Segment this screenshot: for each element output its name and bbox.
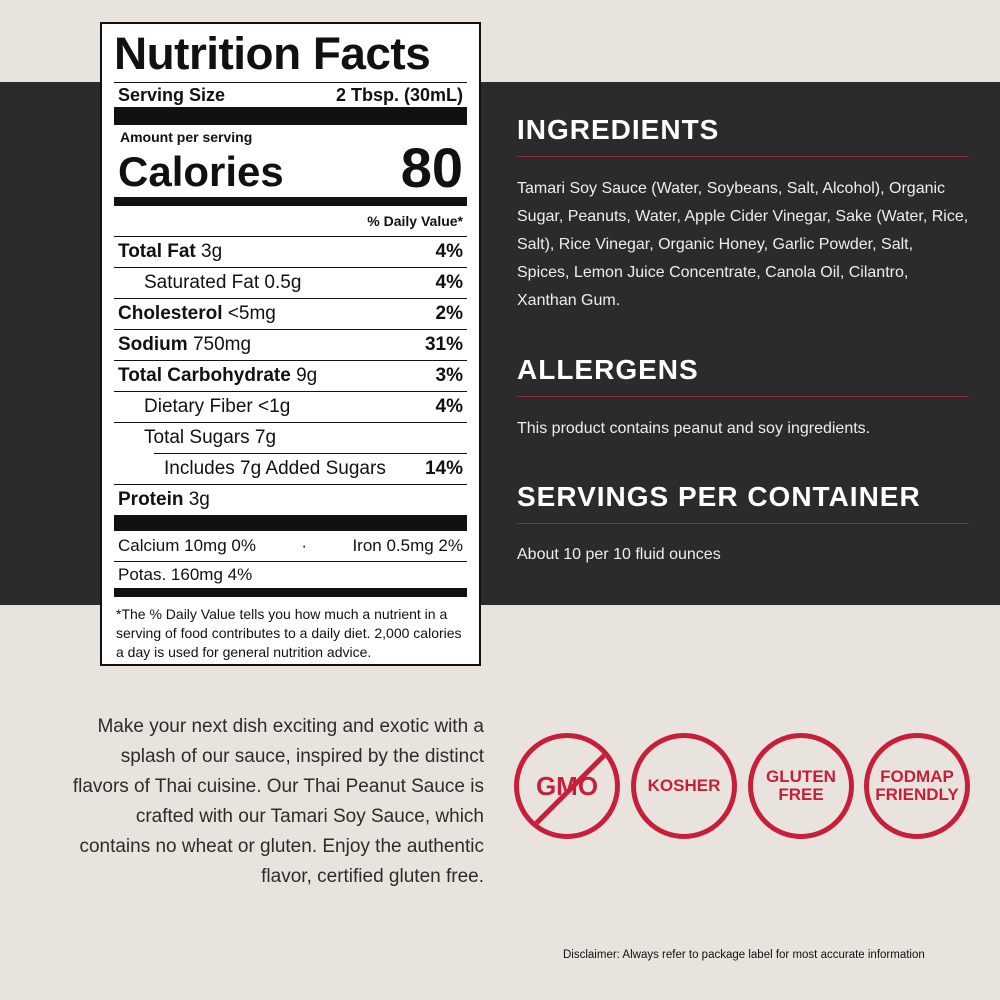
minerals-row: Calcium 10mg 0% · Iron 0.5mg 2%: [118, 536, 463, 555]
nutrient-row: Protein 3g: [114, 484, 467, 515]
nutrient-row: Cholesterol <5mg 2%: [114, 298, 467, 329]
serving-value: 2 Tbsp. (30mL): [335, 84, 463, 105]
non-gmo-badge: GMO: [514, 733, 620, 839]
footnote: *The % Daily Value tells you how much a …: [116, 606, 462, 660]
nutrient-row: Sodium 750mg 31%: [114, 329, 467, 360]
nutrient-row: Includes 7g Added Sugars 14%: [114, 453, 467, 484]
calories: Calories 80: [114, 140, 467, 196]
servings-text: About 10 per 10 fluid ounces: [517, 546, 721, 563]
servings-section: SERVINGS PER CONTAINER About 10 per 10 f…: [517, 481, 969, 569]
servings-heading: SERVINGS PER CONTAINER: [517, 481, 969, 524]
product-description: Make your next dish exciting and exotic …: [72, 716, 484, 887]
nutrition-facts-label: Nutrition Facts Serving Size 2 Tbsp. (30m…: [100, 22, 481, 666]
fodmap-friendly-badge: FODMAP FRIENDLY: [864, 733, 970, 839]
daily-value-header: % Daily Value*: [367, 213, 463, 229]
ingredients-text: Tamari Soy Sauce (Water, Soybeans, Salt,…: [517, 180, 969, 309]
nutrition-title: Nutrition Facts: [114, 28, 431, 79]
serving-size: Serving Size 2 Tbsp. (30mL): [114, 83, 467, 107]
allergens-section: ALLERGENS This product contains peanut a…: [517, 354, 969, 443]
gluten-free-badge: GLUTEN FREE: [748, 733, 854, 839]
calories-label: Calories: [118, 148, 284, 195]
ingredients-heading: INGREDIENTS: [517, 114, 969, 157]
nutrient-row: Dietary Fiber <1g 4%: [114, 391, 467, 422]
amount-per-serving: Amount per serving: [120, 129, 253, 145]
potassium-row: Potas. 160mg 4%: [114, 561, 467, 588]
ingredients-section: INGREDIENTS Tamari Soy Sauce (Water, Soy…: [517, 114, 969, 315]
disclaimer: Disclaimer: Always refer to package labe…: [563, 949, 925, 961]
nutrient-row: Total Fat 3g 4%: [114, 236, 467, 267]
allergens-text: This product contains peanut and soy ing…: [517, 420, 871, 437]
kosher-badge: KOSHER: [631, 733, 737, 839]
calories-value: 80: [400, 136, 463, 199]
allergens-heading: ALLERGENS: [517, 354, 969, 397]
nutrient-row: Total Sugars 7g: [114, 422, 467, 453]
nutrient-row: Saturated Fat 0.5g 4%: [114, 267, 467, 298]
nutrient-row: Total Carbohydrate 9g 3%: [114, 360, 467, 391]
serving-label: Serving Size: [118, 84, 226, 105]
